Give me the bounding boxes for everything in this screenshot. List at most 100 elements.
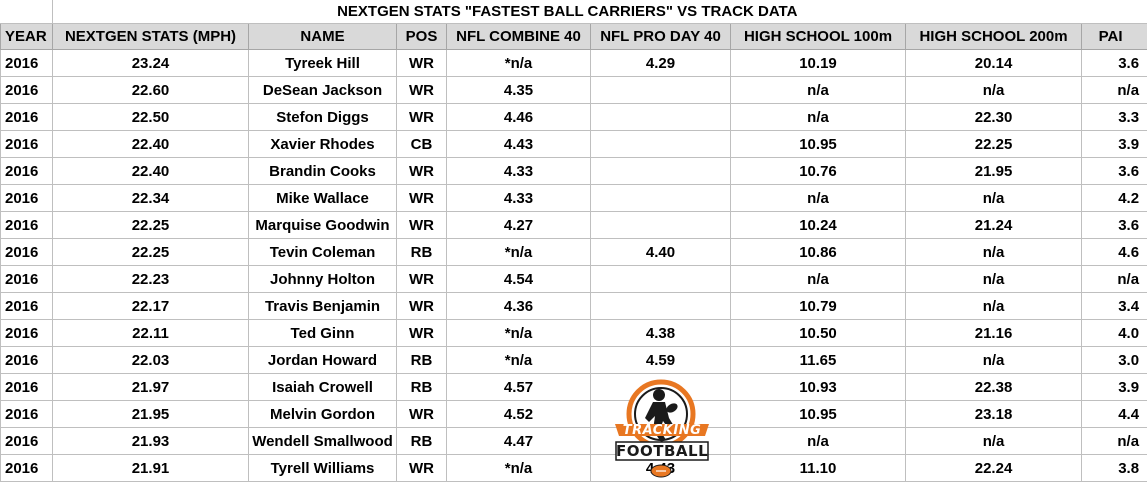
cell-pai: 4.6 — [1082, 239, 1147, 266]
cell-pos: WR — [397, 401, 447, 428]
cell-hs-200m: 21.24 — [906, 212, 1082, 239]
column-header-nextgen-mph: NEXTGEN STATS (MPH) — [53, 24, 249, 50]
cell-nextgen-mph: 22.50 — [53, 104, 249, 131]
cell-hs-200m: 21.16 — [906, 320, 1082, 347]
cell-name: Tyrell Williams — [249, 455, 397, 482]
cell-pai: n/a — [1082, 428, 1147, 455]
cell-hs-100m: 10.24 — [731, 212, 906, 239]
cell-name: Xavier Rhodes — [249, 131, 397, 158]
cell-pai: 3.9 — [1082, 131, 1147, 158]
cell-pos: WR — [397, 293, 447, 320]
cell-hs-100m: 11.10 — [731, 455, 906, 482]
cell-pro-day-40: 4.29 — [591, 50, 731, 77]
cell-nextgen-mph: 22.25 — [53, 212, 249, 239]
cell-hs-200m: 23.18 — [906, 401, 1082, 428]
cell-combine-40: 4.46 — [447, 104, 591, 131]
corner-cell — [1, 0, 53, 24]
cell-combine-40: 4.57 — [447, 374, 591, 401]
cell-nextgen-mph: 22.25 — [53, 239, 249, 266]
cell-combine-40: *n/a — [447, 239, 591, 266]
cell-name: Mike Wallace — [249, 185, 397, 212]
cell-year: 2016 — [1, 158, 53, 185]
cell-pos: WR — [397, 104, 447, 131]
column-header-pro-day-40: NFL PRO DAY 40 — [591, 24, 731, 50]
cell-pai: 4.0 — [1082, 320, 1147, 347]
cell-pai: 3.4 — [1082, 293, 1147, 320]
cell-pro-day-40 — [591, 293, 731, 320]
cell-name: DeSean Jackson — [249, 77, 397, 104]
cell-pos: WR — [397, 185, 447, 212]
cell-combine-40: 4.54 — [447, 266, 591, 293]
cell-nextgen-mph: 22.23 — [53, 266, 249, 293]
cell-hs-100m: n/a — [731, 428, 906, 455]
cell-year: 2016 — [1, 185, 53, 212]
cell-combine-40: 4.47 — [447, 428, 591, 455]
logo-text-football: FOOTBALL — [616, 442, 708, 460]
cell-pai: 3.0 — [1082, 347, 1147, 374]
cell-hs-100m: n/a — [731, 266, 906, 293]
cell-pai: n/a — [1082, 77, 1147, 104]
cell-nextgen-mph: 22.40 — [53, 131, 249, 158]
cell-pai: 3.6 — [1082, 212, 1147, 239]
cell-hs-100m: n/a — [731, 185, 906, 212]
column-header-name: NAME — [249, 24, 397, 50]
cell-combine-40: 4.33 — [447, 158, 591, 185]
cell-combine-40: 4.52 — [447, 401, 591, 428]
cell-pai: 3.3 — [1082, 104, 1147, 131]
cell-pro-day-40 — [591, 212, 731, 239]
cell-pai: 3.6 — [1082, 50, 1147, 77]
cell-nextgen-mph: 22.03 — [53, 347, 249, 374]
cell-combine-40: *n/a — [447, 455, 591, 482]
cell-pro-day-40 — [591, 104, 731, 131]
cell-name: Melvin Gordon — [249, 401, 397, 428]
cell-year: 2016 — [1, 455, 53, 482]
cell-combine-40: 4.35 — [447, 77, 591, 104]
cell-hs-200m: n/a — [906, 77, 1082, 104]
cell-name: Isaiah Crowell — [249, 374, 397, 401]
cell-pos: WR — [397, 320, 447, 347]
cell-name: Johnny Holton — [249, 266, 397, 293]
cell-combine-40: *n/a — [447, 320, 591, 347]
cell-combine-40: 4.36 — [447, 293, 591, 320]
cell-hs-100m: 10.86 — [731, 239, 906, 266]
cell-hs-100m: 10.50 — [731, 320, 906, 347]
cell-combine-40: 4.43 — [447, 131, 591, 158]
cell-year: 2016 — [1, 320, 53, 347]
table-title: NEXTGEN STATS "FASTEST BALL CARRIERS" VS… — [53, 0, 1082, 24]
cell-hs-200m: n/a — [906, 293, 1082, 320]
cell-combine-40: 4.27 — [447, 212, 591, 239]
cell-nextgen-mph: 22.40 — [53, 158, 249, 185]
cell-year: 2016 — [1, 266, 53, 293]
cell-pos: WR — [397, 50, 447, 77]
cell-name: Tyreek Hill — [249, 50, 397, 77]
cell-hs-100m: 11.65 — [731, 347, 906, 374]
cell-hs-100m: 10.95 — [731, 131, 906, 158]
cell-year: 2016 — [1, 131, 53, 158]
cell-hs-200m: 22.30 — [906, 104, 1082, 131]
cell-pos: RB — [397, 239, 447, 266]
title-right-cell — [1082, 0, 1147, 24]
column-header-pos: POS — [397, 24, 447, 50]
cell-pos: WR — [397, 212, 447, 239]
cell-combine-40: *n/a — [447, 347, 591, 374]
cell-name: Tevin Coleman — [249, 239, 397, 266]
cell-pai: 3.9 — [1082, 374, 1147, 401]
cell-pai: 3.8 — [1082, 455, 1147, 482]
cell-nextgen-mph: 22.11 — [53, 320, 249, 347]
cell-hs-100m: n/a — [731, 77, 906, 104]
cell-pos: WR — [397, 266, 447, 293]
cell-year: 2016 — [1, 293, 53, 320]
cell-year: 2016 — [1, 428, 53, 455]
cell-pro-day-40 — [591, 185, 731, 212]
cell-year: 2016 — [1, 77, 53, 104]
cell-combine-40: 4.33 — [447, 185, 591, 212]
